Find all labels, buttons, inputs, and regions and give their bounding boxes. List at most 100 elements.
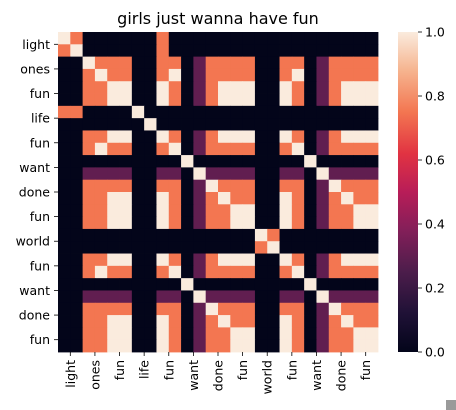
- heatmap-cell: [254, 290, 268, 304]
- heatmap-cell: [230, 105, 244, 119]
- heatmap-cell: [328, 56, 342, 70]
- heatmap-cell: [328, 192, 342, 205]
- heatmap-cell: [328, 216, 342, 230]
- heatmap-cell: [218, 216, 231, 230]
- heatmap-cell: [230, 265, 244, 279]
- heatmap-cell: [365, 68, 379, 82]
- heatmap-cell: [168, 130, 182, 144]
- heatmap-cell: [168, 241, 182, 254]
- heatmap-cell: [218, 290, 231, 304]
- heatmap-cell: [107, 290, 120, 304]
- heatmap-cell: [328, 302, 342, 316]
- heatmap-cell: [254, 155, 268, 168]
- heatmap-cell: [181, 167, 194, 181]
- heatmap-cell: [242, 241, 256, 254]
- heatmap-cell: [254, 216, 268, 230]
- row-tick-labels: light ones fun life fun want done fun world fun wa…: [16, 37, 58, 347]
- heatmap-cell: [156, 179, 170, 193]
- heatmap-cell: [291, 130, 305, 144]
- heatmap-cell: [254, 339, 268, 353]
- heatmap-cell: [304, 93, 317, 107]
- heatmap-cell: [168, 265, 182, 279]
- heatmap-cell: [254, 179, 268, 193]
- heatmap-cell: [193, 130, 207, 144]
- heatmap-cell: [205, 56, 219, 70]
- heatmap-cell: [205, 327, 219, 341]
- heatmap-cell: [94, 167, 108, 181]
- heatmap-cell: [193, 216, 207, 230]
- heatmap-cell: [230, 339, 244, 353]
- heatmap-cell: [58, 339, 71, 353]
- heatmap-cell: [365, 290, 379, 304]
- heatmap-cell: [94, 68, 108, 82]
- heatmap-cell: [242, 216, 256, 230]
- heatmap-cell: [218, 105, 231, 119]
- heatmap-cell: [82, 118, 96, 131]
- heatmap-cell: [70, 265, 84, 279]
- colorbar-gradient: [398, 32, 418, 352]
- heatmap-cell: [365, 253, 379, 267]
- heatmap-cell: [291, 228, 305, 242]
- heatmap-cell: [131, 253, 145, 267]
- heatmap-cell: [353, 105, 367, 119]
- heatmap-cell: [181, 192, 194, 205]
- heatmap-cell: [94, 118, 108, 131]
- heatmap-cell: [341, 278, 354, 291]
- heatmap-cell: [94, 155, 108, 168]
- heatmap-cell: [70, 278, 84, 291]
- heatmap-cell: [365, 302, 379, 316]
- heatmap-cell: [94, 56, 108, 70]
- heatmap-cell: [58, 192, 71, 205]
- heatmap-cell: [58, 179, 71, 193]
- heatmap-cell: [193, 179, 207, 193]
- heatmap-cell: [205, 81, 219, 94]
- heatmap-cell: [316, 93, 330, 107]
- heatmap-cell: [107, 327, 120, 341]
- heatmap-cell: [267, 155, 280, 168]
- heatmap-cell: [144, 44, 157, 58]
- heatmap-cell: [353, 155, 367, 168]
- heatmap-cell: [304, 253, 317, 267]
- column-tick-label: want: [309, 360, 324, 391]
- heatmap-cell: [205, 44, 219, 58]
- heatmap-cell: [291, 302, 305, 316]
- heatmap-cell: [70, 204, 84, 218]
- row-tick-label: want: [19, 283, 50, 298]
- heatmap-cell: [242, 339, 256, 353]
- heatmap-cell: [156, 56, 170, 70]
- heatmap-cell: [205, 155, 219, 168]
- heatmap-cell: [341, 204, 354, 218]
- resize-handle[interactable]: [446, 400, 456, 410]
- heatmap-cell: [218, 93, 231, 107]
- heatmap-cell: [94, 290, 108, 304]
- heatmap-cell: [131, 241, 145, 254]
- heatmap-cell: [94, 278, 108, 291]
- heatmap-cell: [82, 228, 96, 242]
- heatmap-cell: [94, 241, 108, 254]
- heatmap-cell: [316, 44, 330, 58]
- heatmap-cell: [205, 265, 219, 279]
- heatmap-cell: [328, 93, 342, 107]
- heatmap-cell: [58, 216, 71, 230]
- heatmap-cell: [131, 118, 145, 131]
- heatmap-cell: [242, 265, 256, 279]
- heatmap-cell: [181, 278, 194, 291]
- heatmap-cell: [70, 130, 84, 144]
- heatmap-cell: [144, 315, 157, 328]
- heatmap-cell: [181, 105, 194, 119]
- heatmap-cell: [242, 327, 256, 341]
- heatmap-cell: [94, 93, 108, 107]
- heatmap-cell: [291, 327, 305, 341]
- heatmap-cell: [205, 216, 219, 230]
- heatmap-cell: [131, 204, 145, 218]
- heatmap-cell: [82, 68, 96, 82]
- heatmap-cell: [156, 155, 170, 168]
- heatmap-cell: [205, 32, 219, 45]
- heatmap-cell: [205, 142, 219, 156]
- heatmap-cell: [230, 204, 244, 218]
- heatmap-cell: [365, 315, 379, 328]
- heatmap-cell: [156, 265, 170, 279]
- heatmap-cell: [316, 327, 330, 341]
- heatmap-cell: [181, 216, 194, 230]
- heatmap-cell: [230, 290, 244, 304]
